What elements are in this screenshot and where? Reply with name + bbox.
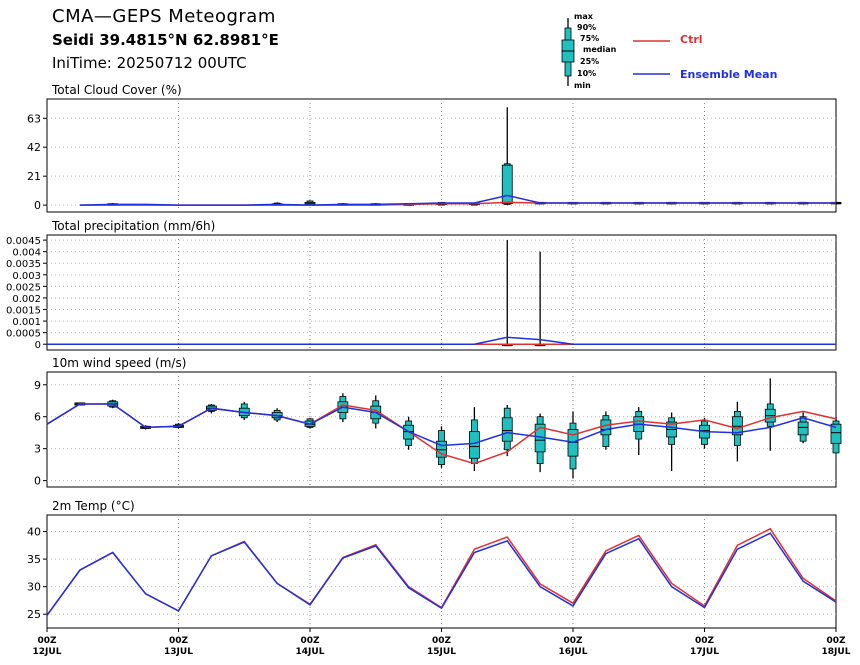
x-tick-time-label: 00Z — [826, 636, 846, 646]
y-tick-label: 0 — [34, 475, 41, 488]
x-tick-date-label: 17JUL — [690, 647, 719, 657]
x-tick-time-label: 00Z — [432, 636, 452, 646]
panel-title: Total Cloud Cover (%) — [51, 83, 182, 97]
x-tick-date-label: 18JUL — [822, 647, 851, 657]
box-inner — [830, 423, 842, 444]
legend-box-label-p10: 10% — [577, 69, 597, 78]
panel-2: 0 3 6 9 10m wind speed (m/s) — [34, 356, 842, 488]
x-tick-time-label: 00Z — [37, 636, 57, 646]
panel-3: 25 30 35 40 2m Temp (°C) — [27, 499, 837, 629]
y-tick-label: 0.0005 — [6, 329, 41, 340]
legend-mean-label: Ensemble Mean — [680, 68, 778, 81]
y-tick-label: 0.003 — [12, 271, 41, 282]
legend-box-label-median: median — [583, 45, 617, 54]
panel-1: 00.00050.0010.00150.0020.00250.0030.0035… — [6, 219, 837, 351]
box-mark — [797, 412, 809, 444]
box-inner — [436, 440, 447, 458]
panel-title: 2m Temp (°C) — [52, 499, 135, 513]
y-tick-label: 25 — [27, 608, 41, 621]
box-inner — [731, 416, 743, 436]
y-tick-label: 0.0025 — [6, 282, 41, 293]
y-tick-label: 0 — [35, 340, 41, 351]
box-mark — [436, 426, 447, 468]
panel-0: 0 21 42 63 Total Cloud Cover (%) — [27, 83, 842, 213]
box-inner — [468, 431, 480, 459]
box-inner — [600, 419, 612, 436]
station-label: Seidi 39.4815°N 62.8981°E — [52, 31, 279, 49]
x-tick-time-label: 00Z — [300, 636, 320, 646]
legend-boxplot-glyph — [561, 18, 575, 86]
y-tick-label: 0.0015 — [6, 306, 41, 317]
panel-title: 10m wind speed (m/s) — [52, 356, 186, 370]
x-tick-time-label: 00Z — [563, 636, 583, 646]
legend-ctrl-label: Ctrl — [680, 33, 703, 46]
y-tick-label: 42 — [27, 141, 41, 154]
y-tick-label: 0.0045 — [6, 236, 41, 247]
box-mark — [666, 412, 678, 472]
init-time-label: IniTime: 20250712 00UTC — [52, 54, 247, 72]
y-tick-label: 0.001 — [12, 317, 41, 328]
legend-box-label-max: max — [574, 12, 593, 21]
legend-box-label-min: min — [574, 81, 591, 90]
box-mark — [501, 405, 513, 457]
y-tick-label: 0.004 — [12, 248, 41, 259]
box-mark — [764, 378, 776, 451]
mean-series-line — [46, 403, 837, 447]
y-tick-label: 0 — [34, 199, 41, 212]
x-tick-date-label: 14JUL — [296, 647, 325, 657]
x-tick-time-label: 00Z — [695, 636, 715, 646]
y-tick-label: 63 — [27, 112, 41, 125]
x-tick-date-label: 16JUL — [559, 647, 588, 657]
x-tick-date-label: 12JUL — [33, 647, 62, 657]
y-tick-label: 0.0035 — [6, 259, 41, 270]
y-tick-label: 0.002 — [12, 294, 41, 305]
x-tick-time-label: 00Z — [169, 636, 189, 646]
x-tick-date-label: 13JUL — [164, 647, 193, 657]
chart-main-title: CMA—GEPS Meteogram — [52, 6, 276, 27]
mean-series-line — [47, 336, 836, 345]
box-mark — [304, 200, 316, 206]
mean-series-line — [79, 194, 836, 206]
legend-box-label-p90: 90% — [577, 23, 597, 32]
y-tick-label: 40 — [27, 526, 41, 539]
box-inner — [501, 417, 513, 442]
y-tick-label: 6 — [34, 411, 41, 424]
y-tick-label: 35 — [27, 553, 41, 566]
y-tick-label: 3 — [34, 443, 41, 456]
box-inner — [797, 421, 809, 436]
panel-title: Total precipitation (mm/6h) — [51, 219, 215, 233]
legend-box-label-p25: 25% — [580, 57, 600, 66]
legend-box-label-p75: 75% — [580, 34, 600, 43]
mean-series-line — [46, 532, 837, 616]
y-tick-label: 30 — [27, 581, 41, 594]
y-tick-label: 21 — [27, 170, 41, 183]
y-tick-label: 9 — [34, 379, 41, 392]
panel-frame — [46, 234, 837, 351]
box-mark — [830, 416, 842, 454]
x-tick-date-label: 15JUL — [427, 647, 456, 657]
box-inner — [501, 164, 513, 205]
